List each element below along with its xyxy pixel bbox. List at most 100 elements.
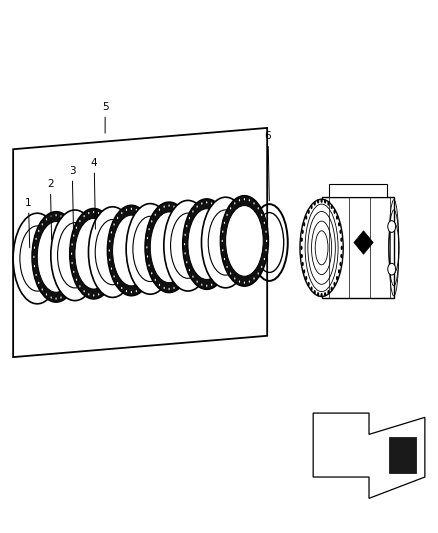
Ellipse shape [321, 293, 323, 297]
Ellipse shape [34, 265, 35, 268]
Ellipse shape [152, 240, 154, 243]
Ellipse shape [340, 238, 343, 242]
Ellipse shape [42, 288, 43, 290]
Ellipse shape [258, 207, 259, 209]
Ellipse shape [115, 253, 117, 255]
Ellipse shape [115, 262, 116, 264]
Ellipse shape [117, 282, 118, 284]
Ellipse shape [115, 243, 116, 246]
Ellipse shape [151, 231, 152, 233]
Ellipse shape [211, 284, 212, 286]
Ellipse shape [173, 206, 175, 208]
Polygon shape [354, 231, 373, 254]
Ellipse shape [57, 223, 92, 288]
Ellipse shape [103, 290, 104, 293]
Ellipse shape [69, 223, 71, 225]
Ellipse shape [13, 213, 61, 304]
Ellipse shape [109, 259, 110, 261]
Ellipse shape [327, 201, 329, 206]
Polygon shape [321, 197, 394, 298]
Ellipse shape [145, 282, 146, 284]
Ellipse shape [136, 290, 137, 292]
Ellipse shape [95, 220, 130, 285]
Ellipse shape [226, 266, 228, 268]
Ellipse shape [311, 287, 313, 291]
Ellipse shape [230, 272, 231, 274]
Ellipse shape [339, 262, 342, 266]
Ellipse shape [208, 210, 243, 275]
Ellipse shape [73, 235, 74, 237]
Ellipse shape [184, 243, 185, 245]
Ellipse shape [37, 222, 75, 292]
Ellipse shape [336, 276, 338, 280]
Ellipse shape [216, 280, 217, 283]
Ellipse shape [189, 217, 190, 219]
Ellipse shape [178, 284, 179, 286]
Ellipse shape [188, 228, 190, 230]
Ellipse shape [145, 217, 146, 219]
Ellipse shape [35, 274, 37, 276]
Ellipse shape [228, 233, 229, 236]
Ellipse shape [261, 214, 262, 216]
Ellipse shape [78, 256, 79, 258]
Ellipse shape [327, 290, 329, 294]
Ellipse shape [69, 288, 71, 290]
Ellipse shape [305, 215, 307, 220]
Ellipse shape [336, 215, 338, 220]
Ellipse shape [307, 209, 310, 214]
Ellipse shape [184, 233, 186, 236]
Ellipse shape [331, 205, 333, 209]
Ellipse shape [79, 220, 81, 222]
Ellipse shape [32, 212, 80, 302]
Ellipse shape [42, 223, 43, 225]
Ellipse shape [163, 287, 165, 289]
Ellipse shape [110, 227, 112, 229]
Ellipse shape [131, 208, 132, 210]
Ellipse shape [73, 230, 74, 232]
Ellipse shape [151, 268, 152, 270]
Ellipse shape [321, 198, 323, 203]
Ellipse shape [93, 294, 94, 296]
Ellipse shape [226, 225, 227, 227]
Ellipse shape [35, 238, 37, 240]
Ellipse shape [189, 269, 190, 271]
Ellipse shape [34, 246, 35, 249]
Ellipse shape [182, 279, 184, 281]
Ellipse shape [258, 272, 259, 274]
Ellipse shape [148, 264, 150, 266]
Ellipse shape [56, 214, 57, 216]
Text: 2: 2 [47, 179, 54, 240]
Ellipse shape [220, 196, 268, 286]
Ellipse shape [311, 205, 313, 209]
Ellipse shape [255, 213, 284, 272]
Ellipse shape [222, 230, 223, 233]
Ellipse shape [51, 210, 99, 301]
Ellipse shape [234, 202, 235, 205]
Ellipse shape [65, 293, 66, 296]
Ellipse shape [145, 202, 193, 293]
Ellipse shape [150, 212, 188, 282]
Ellipse shape [230, 207, 231, 209]
Ellipse shape [84, 290, 85, 293]
Ellipse shape [131, 291, 132, 293]
Ellipse shape [126, 204, 174, 294]
Ellipse shape [223, 269, 225, 271]
Ellipse shape [152, 259, 154, 261]
Ellipse shape [265, 249, 267, 252]
Ellipse shape [341, 246, 343, 250]
Ellipse shape [147, 255, 148, 258]
Ellipse shape [188, 209, 226, 279]
Ellipse shape [113, 235, 114, 237]
Ellipse shape [388, 221, 396, 232]
Ellipse shape [75, 219, 113, 289]
Ellipse shape [307, 282, 310, 286]
Ellipse shape [190, 255, 191, 258]
Ellipse shape [75, 238, 77, 240]
Ellipse shape [266, 240, 267, 242]
Ellipse shape [244, 198, 245, 200]
Ellipse shape [113, 215, 150, 286]
Ellipse shape [50, 296, 52, 298]
Ellipse shape [70, 208, 118, 299]
Ellipse shape [70, 208, 118, 299]
Ellipse shape [300, 238, 303, 242]
